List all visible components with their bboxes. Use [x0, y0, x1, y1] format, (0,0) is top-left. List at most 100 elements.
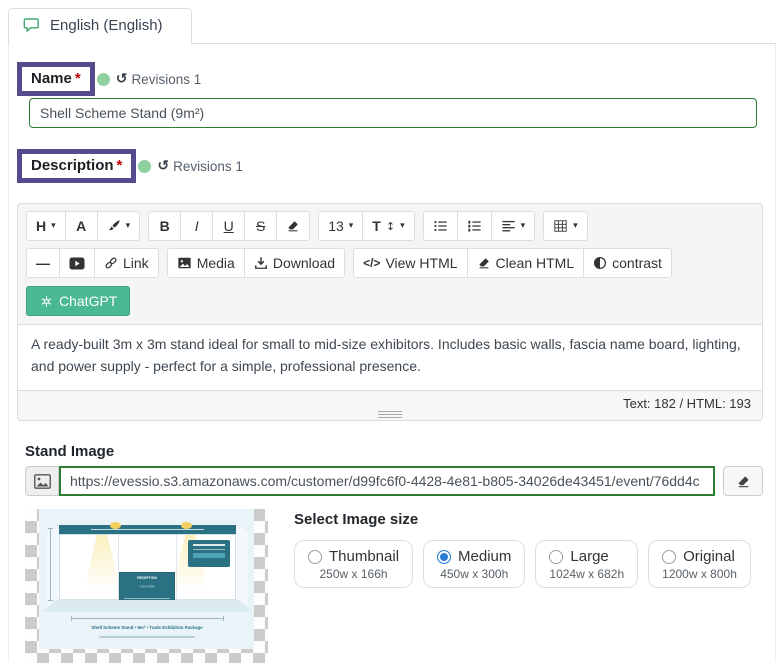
link-icon [104, 256, 118, 270]
editor-status-bar: Text: 182 / HTML: 193 [18, 391, 762, 420]
download-icon [254, 256, 268, 270]
eraser-icon [477, 256, 491, 270]
translation-status-dot [138, 159, 152, 173]
chatgpt-button[interactable]: ChatGPT [26, 286, 131, 316]
underline-button[interactable]: U [212, 211, 246, 241]
youtube-button[interactable] [59, 248, 95, 278]
horizontal-rule-button[interactable]: — [26, 248, 60, 278]
history-icon: ↺ [115, 71, 128, 87]
description-label: Description [31, 157, 114, 174]
name-label-annotation: Name * [17, 62, 95, 96]
text-color-button[interactable]: ▾ [96, 211, 141, 241]
clean-html-button[interactable]: Clean HTML [466, 248, 585, 278]
required-asterisk: * [74, 70, 81, 87]
revisions-label: Revisions 1 [131, 71, 202, 87]
width-dimension-line [71, 616, 224, 621]
bold-button[interactable]: B [148, 211, 182, 241]
download-button[interactable]: Download [243, 248, 346, 278]
openai-logo-icon [39, 294, 54, 309]
name-field-head: Name * ↺ Revisions 1 [17, 62, 763, 96]
clear-format-button[interactable] [276, 211, 311, 241]
editor-toolbar-row2: — Link Media Download </> View HTML Clean… [18, 241, 762, 324]
strikethrough-button[interactable]: S [244, 211, 278, 241]
unordered-list-button[interactable] [422, 211, 458, 241]
history-icon: ↺ [157, 158, 170, 174]
language-tab-bar: English (English) [8, 8, 776, 44]
tab-english[interactable]: English (English) [8, 8, 192, 44]
transparency-checkerboard: RECEPTION COUNTER Shell Scheme Stand • 9… [25, 509, 268, 663]
comment-bubble-icon [23, 18, 40, 33]
stand-info-sign [188, 540, 230, 567]
brush-icon [107, 219, 121, 233]
editor-char-stats: Text: 182 / HTML: 193 [623, 396, 751, 411]
youtube-icon [69, 257, 85, 270]
name-label: Name [31, 70, 72, 87]
tab-content-panel: Name* ↺ Revisions 1 Description* ↺ Revis… [8, 44, 776, 663]
shell-scheme-stand-illustration: RECEPTION COUNTER Shell Scheme Stand • 9… [39, 509, 254, 649]
stand-image-url-group [25, 466, 763, 496]
view-html-button[interactable]: </> View HTML [353, 248, 468, 278]
description-label-annotation: Description * [17, 149, 137, 183]
size-option-dimensions: 1200w x 800h [662, 567, 737, 581]
size-option-label: Original [683, 548, 735, 565]
editor-resize-handle[interactable] [378, 409, 402, 418]
numbered-list-icon [467, 219, 482, 233]
tab-label: English (English) [50, 17, 163, 34]
description-editor-content[interactable]: A ready-built 3m x 3m stand ideal for sm… [18, 324, 762, 391]
table-button[interactable]: ▾ [543, 211, 588, 241]
size-option-dimensions: 450w x 300h [440, 567, 509, 581]
image-icon [33, 473, 51, 489]
name-revisions-link[interactable]: ↺ Revisions 1 [116, 71, 202, 87]
heading-style-button[interactable]: H ▾ [26, 211, 66, 241]
ordered-list-button[interactable] [456, 211, 492, 241]
radio-button[interactable] [437, 549, 452, 564]
size-option-label: Medium [458, 548, 512, 565]
height-dimension-line [48, 528, 53, 601]
editor-toolbar-row1: H ▾ A ▾ B I U S 1 [18, 204, 762, 241]
illustration-caption: Shell Scheme Stand • 9m² • Trade Exhibit… [90, 625, 203, 630]
eraser-icon [286, 219, 300, 233]
size-option-dimensions: 1024w x 682h [549, 567, 625, 581]
size-option-label: Thumbnail [329, 548, 400, 565]
contrast-button[interactable]: contrast [583, 248, 672, 278]
clear-image-button[interactable] [723, 466, 763, 496]
size-option-card[interactable]: Thumbnail 250w x 166h [294, 540, 414, 588]
revisions-label: Revisions 1 [173, 158, 243, 174]
description-field-head: Description * ↺ Revisions 1 [17, 149, 763, 183]
line-height-button[interactable]: T ↕ ▾ [362, 211, 415, 241]
font-family-button[interactable]: A [64, 211, 98, 241]
size-option-card[interactable]: Large 1024w x 682h [535, 540, 639, 588]
stand-image-url-input[interactable] [59, 466, 715, 496]
size-option-label: Large [570, 548, 609, 565]
bullet-list-icon [433, 219, 448, 233]
radio-button[interactable] [549, 549, 564, 564]
contrast-icon [593, 256, 607, 270]
size-option-card[interactable]: Original 1200w x 800h [648, 540, 751, 588]
eraser-icon [736, 474, 751, 489]
align-icon [501, 219, 516, 233]
rich-text-editor: H ▾ A ▾ B I U S 1 [17, 203, 763, 421]
image-icon [177, 256, 192, 270]
select-image-size-label: Select Image size [294, 511, 419, 528]
image-size-options: Thumbnail 250w x 166h Medium 450w x 300h [294, 540, 751, 588]
table-icon [553, 219, 568, 233]
image-picker-button[interactable] [25, 466, 59, 496]
radio-button[interactable] [662, 549, 677, 564]
link-button[interactable]: Link [94, 248, 159, 278]
italic-button[interactable]: I [180, 211, 214, 241]
radio-button[interactable] [308, 549, 322, 564]
required-asterisk: * [116, 157, 123, 174]
name-input[interactable] [29, 98, 757, 128]
image-size-section: Select Image size Thumbnail 250w x 166h … [294, 509, 751, 663]
translation-status-dot [96, 72, 110, 86]
size-option-dimensions: 250w x 166h [319, 567, 388, 581]
font-size-button[interactable]: 13 ▾ [318, 211, 364, 241]
stand-image-label: Stand Image [25, 443, 115, 460]
description-section: Description * ↺ Revisions 1 H ▾ A ▾ [17, 149, 763, 421]
code-icon: </> [363, 256, 381, 270]
size-option-card[interactable]: Medium 450w x 300h [423, 540, 526, 588]
media-button[interactable]: Media [166, 248, 245, 278]
description-revisions-link[interactable]: ↺ Revisions 1 [157, 158, 243, 174]
align-button[interactable]: ▾ [490, 211, 536, 241]
